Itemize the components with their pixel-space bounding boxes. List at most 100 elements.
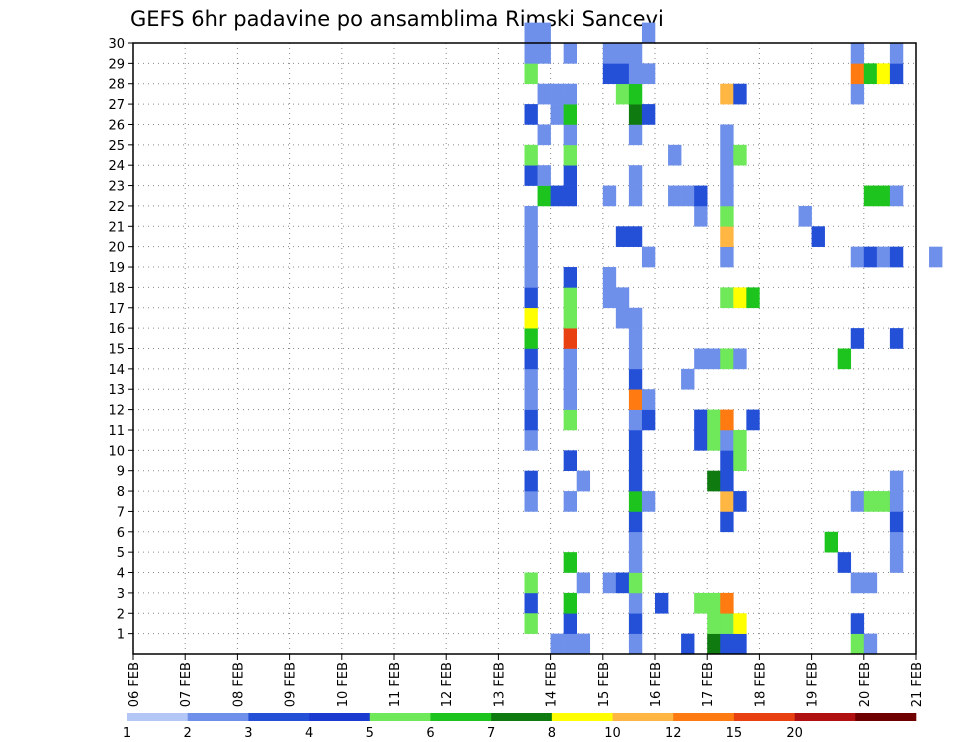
y-tick-label: 29: [108, 57, 125, 72]
heatmap-cell: [720, 287, 734, 309]
heatmap-cell: [707, 613, 721, 634]
y-tick-label: 5: [117, 546, 125, 561]
heatmap-cell: [628, 165, 643, 186]
heatmap-cell: [628, 185, 643, 207]
heatmap-cell: [524, 368, 538, 390]
heatmap-cell: [876, 246, 891, 268]
heatmap-cell: [602, 185, 617, 207]
y-tick-label: 16: [108, 322, 125, 337]
heatmap-cell: [668, 185, 682, 207]
heatmap-cell: [889, 63, 904, 85]
y-tick-label: 15: [108, 343, 125, 358]
heatmap-cell: [863, 63, 878, 85]
legend-label: 8: [548, 726, 556, 741]
legend-label: 6: [426, 726, 434, 741]
heatmap-cell: [733, 450, 747, 471]
heatmap-cell: [628, 226, 643, 247]
legend-label: 10: [604, 726, 621, 741]
legend-label: 12: [665, 726, 682, 741]
legend-swatch: [612, 713, 674, 721]
heatmap-cell: [628, 83, 643, 105]
heatmap-cell: [537, 22, 551, 44]
heatmap-cell: [733, 613, 747, 634]
heatmap-cell: [837, 552, 852, 573]
heatmap-cell: [628, 592, 643, 614]
heatmap-cell: [720, 633, 734, 655]
heatmap-cell: [720, 491, 734, 512]
legend-swatch: [187, 713, 249, 721]
legend-swatch: [491, 713, 553, 721]
heatmap-cell: [628, 633, 643, 655]
heatmap-cell: [628, 613, 643, 634]
heatmap-cell: [524, 246, 538, 268]
x-tick-label: 15 FEB: [597, 662, 612, 707]
y-tick-label: 20: [108, 241, 125, 256]
heatmap-cell: [837, 348, 852, 370]
heatmap-cell: [628, 491, 643, 512]
heatmap-cell: [615, 572, 630, 594]
heatmap-cell: [576, 572, 591, 594]
heatmap-cell: [524, 613, 538, 634]
heatmap-cell: [524, 144, 538, 166]
y-tick-label: 4: [117, 567, 125, 582]
heatmap-cell: [889, 246, 904, 268]
heatmap-cell: [615, 63, 630, 85]
heatmap-cell: [720, 470, 734, 492]
heatmap-cell: [707, 409, 721, 431]
heatmap-cell: [563, 409, 577, 431]
y-tick-label: 7: [117, 505, 125, 520]
legend-label: 1: [123, 726, 131, 741]
heatmap-cell: [655, 592, 669, 614]
legend-swatch: [430, 713, 492, 721]
x-tick-label: 14 FEB: [545, 662, 560, 707]
heatmap-cell: [576, 470, 591, 492]
y-axis: 1234567891011121314151617181920212223242…: [108, 37, 133, 643]
x-axis: 06 FEB 07 FEB 08 FEB 09 FEB 10 FEB 11 FEB 12 F…: [127, 654, 925, 707]
heatmap-cell: [563, 267, 577, 288]
heatmap-cell: [863, 491, 878, 512]
heatmap-cell: [746, 409, 760, 431]
x-tick-label: 19 FEB: [806, 662, 821, 707]
y-tick-label: 19: [108, 261, 125, 276]
y-tick-label: 11: [108, 424, 125, 439]
heatmap-cells: [524, 22, 943, 655]
heatmap-cell: [628, 389, 643, 410]
heatmap-cell: [628, 104, 643, 125]
y-tick-label: 12: [108, 404, 125, 419]
y-tick-label: 3: [117, 587, 125, 602]
heatmap-cell: [720, 226, 734, 247]
heatmap-cell: [524, 491, 538, 512]
heatmap-cell: [524, 470, 538, 492]
heatmap-cell: [733, 348, 747, 370]
heatmap-cell: [563, 185, 577, 207]
heatmap-cell: [876, 63, 891, 85]
legend-swatch: [551, 713, 613, 721]
heatmap-cell: [889, 531, 904, 553]
heatmap-cell: [889, 552, 904, 573]
heatmap-cell: [563, 104, 577, 125]
heatmap-cell: [563, 450, 577, 471]
heatmap-cell: [733, 633, 747, 655]
heatmap-cell: [720, 592, 734, 614]
heatmap-cell: [628, 348, 643, 370]
heatmap-cell: [537, 165, 551, 186]
y-tick-label: 30: [108, 37, 125, 52]
y-tick-label: 21: [108, 220, 125, 235]
legend-label: 3: [244, 726, 252, 741]
heatmap-cell: [563, 307, 577, 329]
heatmap-cell: [628, 409, 643, 431]
heatmap-cell: [720, 144, 734, 166]
x-tick-label: 20 FEB: [858, 662, 873, 707]
heatmap-cell: [524, 409, 538, 431]
heatmap-cell: [524, 226, 538, 247]
legend-label: 5: [366, 726, 374, 741]
heatmap-cell: [889, 328, 904, 349]
heatmap-cell: [720, 409, 734, 431]
x-tick-label: 16 FEB: [649, 662, 664, 707]
heatmap-cell: [720, 185, 734, 207]
y-tick-label: 2: [117, 607, 125, 622]
heatmap-cell: [641, 63, 656, 85]
heatmap-cell: [863, 572, 878, 594]
heatmap-cell: [628, 429, 643, 451]
heatmap-cell: [889, 511, 904, 533]
